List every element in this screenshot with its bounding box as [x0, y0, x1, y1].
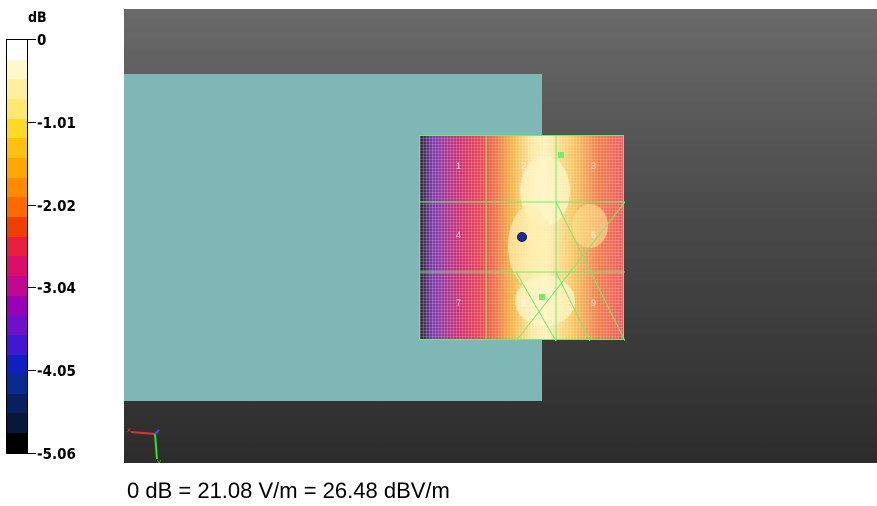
hotspot [572, 204, 608, 248]
legend-tick-line [28, 122, 36, 123]
sar-scan-area[interactable]: 1 2 3 4 5 6 7 8 9 [419, 135, 624, 340]
color-scale-segment [7, 217, 27, 237]
scan-grid-overlay: 1 2 3 4 5 6 7 8 9 [420, 136, 625, 341]
color-scale-segment [7, 276, 27, 296]
scan-marker [539, 294, 545, 300]
color-scale-segment [7, 296, 27, 316]
color-scale-segment [7, 433, 27, 453]
color-scale-segment [7, 60, 27, 80]
color-scale-segment [7, 256, 27, 276]
color-scale-segment [7, 374, 27, 394]
scan-marker [558, 152, 564, 158]
color-scale-segment [7, 237, 27, 257]
legend-tick-line [28, 287, 36, 288]
color-scale-segment [7, 394, 27, 414]
3d-viewport[interactable]: 1 2 3 4 5 6 7 8 9 x y [124, 9, 877, 463]
color-scale-segment [7, 79, 27, 99]
color-scale-segment [7, 355, 27, 375]
svg-text:x: x [127, 426, 131, 434]
legend-tick-label: 0 [37, 32, 46, 48]
peak-location-marker [518, 233, 527, 242]
color-scale-segment [7, 335, 27, 355]
legend-tick-line [28, 39, 36, 40]
legend-tick-label: -2.02 [37, 198, 76, 214]
color-scale-segment [7, 99, 27, 119]
color-scale-segment [7, 119, 27, 139]
color-scale-segment [7, 197, 27, 217]
svg-text:y: y [157, 458, 161, 463]
legend-tick-label: -5.06 [37, 446, 76, 462]
legend-tick-line [28, 453, 36, 454]
color-scale-segment [7, 178, 27, 198]
scan-point-label: 2 [521, 161, 526, 171]
legend-tick-label: -4.05 [37, 363, 76, 379]
scan-point-label: 6 [591, 230, 596, 240]
hotspot [508, 206, 552, 286]
color-scale-bar [6, 39, 28, 454]
color-scale-segment [7, 158, 27, 178]
color-scale-segment [7, 40, 27, 60]
field-reference-caption: 0 dB = 21.08 V/m = 26.48 dBV/m [127, 478, 450, 504]
color-scale-segment [7, 413, 27, 433]
scan-point-label: 3 [591, 161, 596, 171]
axis-triad-icon: x y [127, 424, 167, 463]
scan-point-label: 9 [591, 298, 596, 308]
scan-point-label: 1 [456, 161, 461, 171]
legend-tick-label: -3.04 [37, 280, 76, 296]
legend-tick-label: -1.01 [37, 115, 76, 131]
legend-tick-line [28, 205, 36, 206]
color-scale-segment [7, 315, 27, 335]
color-scale-segment [7, 138, 27, 158]
legend-unit-label: dB [28, 10, 47, 26]
scan-point-label: 4 [456, 230, 461, 240]
legend-tick-line [28, 370, 36, 371]
scan-point-label: 8 [521, 298, 526, 308]
scan-point-label: 7 [456, 298, 461, 308]
